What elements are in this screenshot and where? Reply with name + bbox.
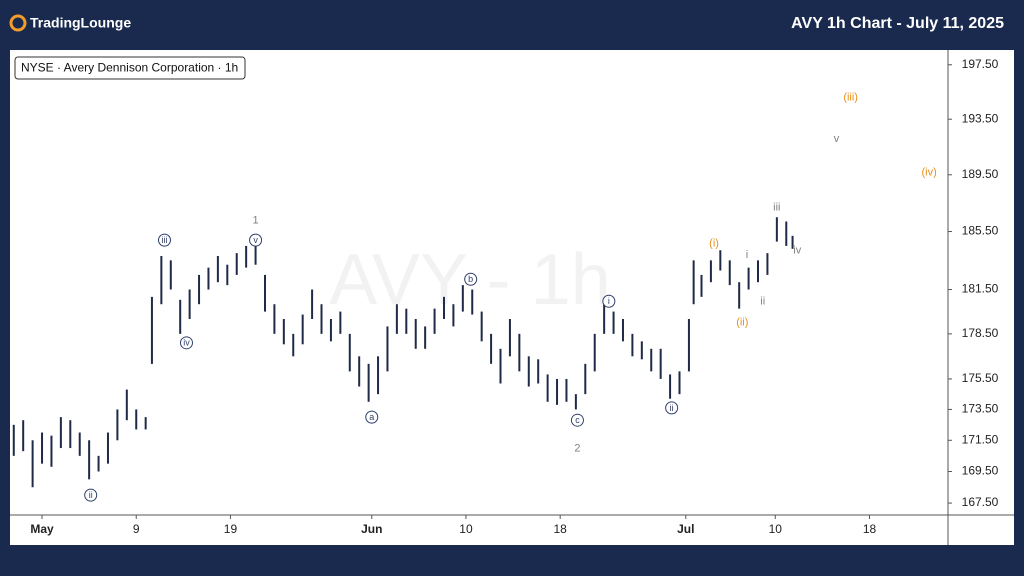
wave-label: ii	[670, 403, 674, 413]
wave-label: v	[253, 235, 258, 245]
logo-icon	[9, 14, 27, 32]
wave-label: iv	[183, 338, 190, 348]
wave-label: (i)	[709, 237, 719, 249]
wave-label: iii	[773, 202, 780, 214]
y-tick-label: 185.50	[962, 224, 999, 238]
y-tick-label: 171.50	[962, 432, 999, 446]
x-tick-label: May	[30, 522, 54, 536]
wave-circle	[665, 401, 679, 415]
x-tick-label: Jul	[677, 522, 694, 536]
wave-label: (ii)	[736, 316, 748, 328]
wave-circle	[179, 336, 193, 350]
legend-box	[14, 56, 246, 80]
wave-label: v	[834, 133, 840, 145]
panel	[10, 50, 1014, 545]
wave-circle	[602, 294, 616, 308]
wave-label: 1	[253, 214, 259, 226]
y-tick-label: 189.50	[962, 167, 999, 181]
x-tick-label: 18	[553, 522, 567, 536]
wave-label: iv	[793, 245, 801, 257]
brand: TradingLounge	[30, 15, 131, 31]
legend: NYSE · Avery Dennison Corporation · 1h	[21, 61, 238, 75]
y-tick-label: 178.50	[962, 326, 999, 340]
wave-label: (iii)	[843, 92, 858, 104]
wave-label: (iv)	[922, 166, 937, 178]
x-tick-label: 19	[224, 522, 238, 536]
wave-label: i	[746, 249, 748, 261]
wave-circle	[84, 488, 98, 502]
y-tick-label: 167.50	[962, 495, 999, 509]
y-tick-label: 173.50	[962, 402, 999, 416]
wave-label: 2	[574, 442, 580, 454]
x-tick-label: Jun	[361, 522, 382, 536]
wave-label: c	[575, 415, 580, 425]
wave-label: b	[468, 274, 473, 284]
wave-label: iii	[162, 235, 168, 245]
wave-circle	[365, 410, 379, 424]
y-tick-label: 169.50	[962, 464, 999, 478]
wave-label: ii	[760, 296, 765, 308]
y-tick-label: 197.50	[962, 57, 999, 71]
wave-label: a	[369, 412, 374, 422]
x-tick-label: 10	[769, 522, 783, 536]
wave-circle	[464, 272, 478, 286]
header-title: AVY 1h Chart - July 11, 2025	[791, 15, 1004, 32]
wave-circle	[249, 233, 263, 247]
x-tick-label: 9	[133, 522, 140, 536]
wave-label: i	[608, 296, 610, 306]
wave-label: ii	[89, 490, 93, 500]
wave-circle	[158, 233, 172, 247]
x-tick-label: 10	[459, 522, 473, 536]
wave-circle	[570, 413, 584, 427]
x-tick-label: 18	[863, 522, 877, 536]
y-tick-label: 181.50	[962, 282, 999, 296]
y-tick-label: 193.50	[962, 111, 999, 125]
y-tick-label: 175.50	[962, 371, 999, 385]
